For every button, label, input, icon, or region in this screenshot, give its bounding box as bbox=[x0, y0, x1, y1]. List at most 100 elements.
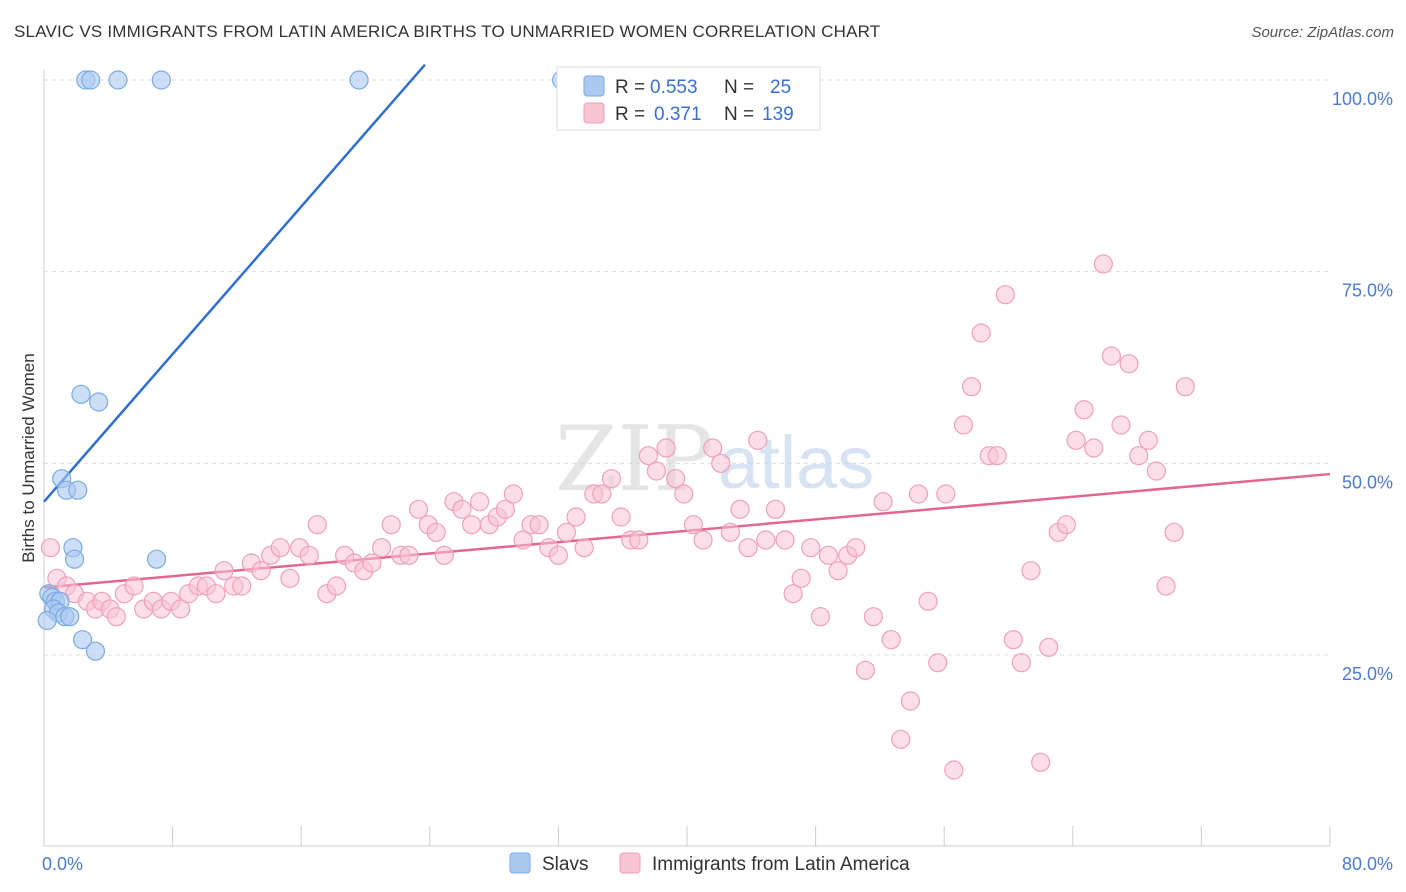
data-point-latin-america bbox=[1119, 354, 1139, 374]
data-point-slavs bbox=[71, 384, 91, 404]
x-tick-label: 80.0% bbox=[1342, 854, 1393, 874]
data-point-latin-america bbox=[738, 538, 758, 558]
data-point-latin-america bbox=[1021, 561, 1041, 581]
data-point-latin-america bbox=[703, 438, 723, 458]
data-point-latin-america bbox=[381, 515, 401, 535]
legend-swatch-latin-america bbox=[583, 102, 605, 124]
data-point-latin-america bbox=[307, 515, 327, 535]
data-point-latin-america bbox=[611, 507, 631, 527]
legend-r-value: 0.371 bbox=[654, 104, 702, 125]
data-point-latin-america bbox=[995, 285, 1015, 305]
watermark: ZIP atlas bbox=[555, 407, 874, 512]
data-point-latin-america bbox=[828, 561, 848, 581]
data-point-latin-america bbox=[434, 545, 454, 565]
data-point-latin-america bbox=[232, 576, 252, 596]
data-point-latin-america bbox=[863, 607, 884, 627]
data-point-latin-america bbox=[1129, 446, 1149, 466]
data-point-latin-america bbox=[503, 484, 523, 504]
data-point-latin-america bbox=[693, 530, 713, 550]
data-point-latin-america bbox=[251, 561, 271, 581]
data-point-latin-america bbox=[299, 545, 319, 565]
data-point-latin-america bbox=[783, 584, 803, 604]
data-point-latin-america bbox=[987, 446, 1007, 466]
data-point-latin-america bbox=[810, 607, 831, 627]
legend: R = 0.553 N = 25 R = 0.371 N = 139 bbox=[556, 66, 821, 131]
x-tick-label: 0.0% bbox=[42, 854, 83, 874]
data-point-slavs bbox=[64, 549, 85, 569]
data-point-latin-america bbox=[566, 507, 586, 527]
legend-r-label: R = bbox=[615, 104, 645, 125]
data-point-latin-america bbox=[961, 377, 982, 397]
data-point-latin-america bbox=[646, 461, 667, 481]
y-axis-title: Births to Unmarried Women bbox=[19, 353, 38, 562]
data-point-latin-america bbox=[470, 492, 490, 512]
data-point-latin-america bbox=[513, 530, 533, 550]
data-point-latin-america bbox=[1066, 430, 1086, 450]
data-point-latin-america bbox=[556, 522, 577, 542]
legend-r-label: R = bbox=[615, 77, 645, 98]
data-point-latin-america bbox=[399, 545, 419, 565]
data-point-slavs bbox=[72, 630, 93, 650]
data-point-latin-america bbox=[106, 607, 126, 627]
data-point-latin-america bbox=[408, 499, 429, 519]
data-point-latin-america bbox=[495, 499, 515, 519]
data-point-latin-america bbox=[1031, 752, 1051, 772]
data-point-latin-america bbox=[280, 568, 300, 588]
data-point-latin-america bbox=[1156, 576, 1176, 596]
data-point-latin-america bbox=[214, 561, 234, 581]
data-point-latin-america bbox=[900, 691, 921, 711]
bottom-legend-swatch-slavs bbox=[509, 852, 531, 874]
data-point-latin-america bbox=[362, 553, 382, 573]
data-point-latin-america bbox=[891, 729, 911, 749]
data-point-latin-america bbox=[629, 530, 649, 550]
data-point-latin-america bbox=[1175, 377, 1195, 397]
bottom-legend-label-slavs: Slavs bbox=[542, 854, 588, 875]
data-point-latin-america bbox=[918, 591, 938, 611]
data-point-latin-america bbox=[1111, 415, 1131, 435]
y-tick-labels: 25.0% 50.0% 75.0% 100.0% bbox=[1332, 89, 1393, 684]
data-point-latin-america bbox=[371, 538, 392, 558]
data-point-slavs bbox=[60, 607, 80, 627]
data-point-latin-america bbox=[873, 492, 893, 512]
data-point-latin-america bbox=[452, 499, 472, 519]
data-point-latin-america bbox=[944, 760, 964, 780]
data-point-latin-america bbox=[270, 538, 290, 558]
data-point-latin-america bbox=[846, 538, 866, 558]
data-point-latin-america bbox=[1011, 653, 1031, 673]
data-point-latin-america bbox=[711, 453, 731, 473]
data-point-latin-america bbox=[638, 446, 659, 466]
chart-title: SLAVIC VS IMMIGRANTS FROM LATIN AMERICA … bbox=[14, 22, 881, 41]
data-point-latin-america bbox=[855, 660, 876, 680]
bottom-legend-swatch-latin-america bbox=[619, 852, 641, 874]
data-point-latin-america bbox=[206, 584, 226, 604]
data-point-latin-america bbox=[592, 484, 612, 504]
data-point-latin-america bbox=[124, 576, 144, 596]
legend-n-value: 25 bbox=[770, 77, 791, 98]
data-point-latin-america bbox=[971, 323, 991, 343]
series-slavs-points bbox=[37, 70, 572, 661]
data-point-latin-america bbox=[1056, 515, 1076, 535]
data-point-latin-america bbox=[765, 499, 786, 519]
data-point-latin-america bbox=[601, 469, 622, 489]
data-point-latin-america bbox=[928, 653, 948, 673]
data-point-latin-america bbox=[548, 545, 569, 565]
data-point-latin-america bbox=[1039, 637, 1059, 657]
data-point-latin-america bbox=[748, 430, 768, 450]
data-point-latin-america bbox=[1074, 400, 1094, 420]
data-point-slavs bbox=[68, 480, 88, 500]
data-point-latin-america bbox=[881, 630, 901, 650]
bottom-legend-label-latin-america: Immigrants from Latin America bbox=[652, 854, 910, 875]
data-point-latin-america bbox=[730, 499, 750, 519]
data-point-slavs bbox=[146, 549, 167, 569]
data-point-latin-america bbox=[908, 484, 929, 504]
y-tick-label: 50.0% bbox=[1342, 472, 1393, 492]
data-point-latin-america bbox=[426, 522, 446, 542]
data-point-latin-america bbox=[40, 538, 61, 558]
source-label: Source: ZipAtlas.com bbox=[1251, 24, 1394, 41]
data-point-latin-america bbox=[666, 469, 686, 489]
data-point-latin-america bbox=[818, 545, 839, 565]
data-point-latin-america bbox=[683, 515, 704, 535]
data-point-slavs bbox=[37, 610, 57, 631]
data-point-slavs bbox=[85, 641, 106, 661]
